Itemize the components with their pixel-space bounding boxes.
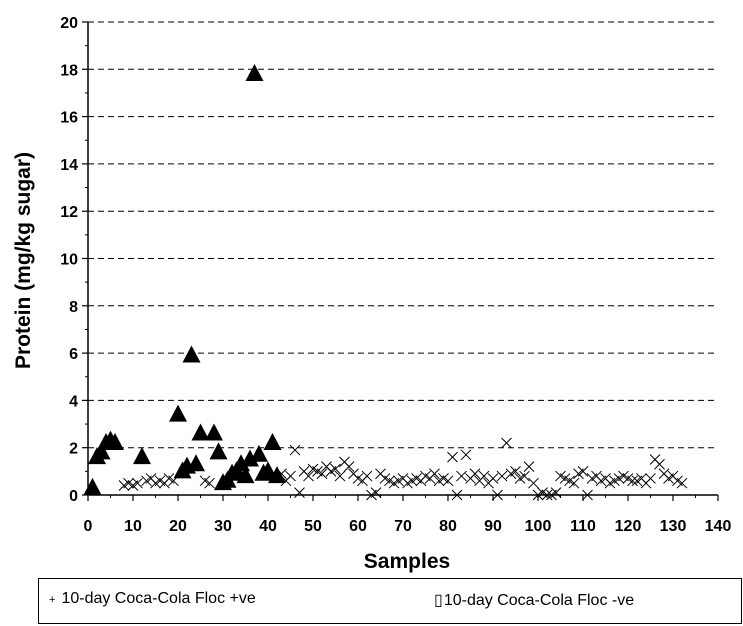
legend-symbol-plus: +: [49, 594, 56, 606]
x-tick-label: 70: [394, 518, 412, 535]
y-axis-title: Protein (mg/kg sugar): [12, 152, 35, 369]
x-tick-label: 110: [570, 518, 596, 535]
y-tick-label: 16: [60, 110, 78, 127]
point-floc-positive: [205, 423, 223, 441]
point-floc-negative: [519, 470, 530, 482]
legend: +10-day Coca-Cola Floc +ve ▯10-day Coca-…: [38, 578, 742, 624]
data-points: [83, 64, 688, 501]
point-floc-negative: [316, 468, 328, 480]
point-floc-positive: [209, 442, 228, 460]
point-floc-negative: [132, 477, 143, 489]
point-floc-negative: [447, 451, 458, 463]
point-floc-negative: [343, 461, 355, 472]
point-floc-negative: [523, 461, 535, 472]
point-floc-negative: [429, 468, 440, 480]
point-floc-negative: [550, 487, 562, 498]
point-floc-negative: [654, 458, 665, 470]
point-floc-negative: [285, 470, 296, 482]
x-tick-label: 140: [705, 518, 732, 535]
y-tick-label: 12: [60, 204, 78, 221]
x-tick-label: 120: [615, 518, 642, 535]
point-floc-positive: [241, 449, 259, 467]
point-floc-positive: [106, 432, 124, 450]
point-floc-positive: [182, 345, 201, 363]
point-floc-negative: [577, 465, 589, 477]
point-floc-negative: [456, 470, 467, 482]
x-tick-labels: 0 10 20 30 40 50 60 70 80 90 100 110 120 130 140: [84, 518, 732, 535]
y-tick-label: 10: [60, 252, 78, 269]
point-floc-negative: [361, 470, 373, 482]
point-floc-negative: [492, 489, 503, 501]
point-floc-positive: [133, 447, 151, 465]
x-tick-label: 90: [484, 518, 502, 535]
scatter-chart: 0 2 4 6 8 10 12 14 16 18 20 0 10 20 30 40 50 60 70 80 90 100…: [12, 15, 732, 573]
point-floc-positive: [236, 466, 255, 484]
x-tick-label: 10: [124, 518, 142, 535]
x-tick-label: 130: [660, 518, 687, 535]
point-floc-negative: [289, 444, 301, 456]
point-floc-negative: [487, 473, 499, 484]
x-tick-label: 100: [525, 518, 552, 535]
point-floc-negative: [442, 475, 454, 487]
y-tick-label: 0: [69, 488, 78, 505]
point-floc-negative: [528, 477, 539, 489]
x-tick-label: 0: [84, 518, 93, 535]
point-floc-negative: [294, 487, 305, 498]
y-tick-label: 4: [69, 393, 78, 410]
point-floc-positive: [92, 442, 111, 460]
point-floc-negative: [451, 489, 463, 501]
x-tick-label: 80: [439, 518, 457, 535]
point-floc-negative: [676, 477, 688, 489]
x-tick-label: 50: [304, 518, 322, 535]
point-floc-positive: [169, 404, 187, 422]
x-axis-title: Samples: [364, 550, 450, 573]
point-floc-positive: [83, 477, 102, 495]
point-floc-positive: [250, 444, 268, 462]
y-tick-labels: 0 2 4 6 8 10 12 14 16 18 20: [60, 15, 78, 505]
point-floc-negative: [168, 475, 179, 487]
legend-label-floc-positive: 10-day Coca-Cola Floc +ve: [61, 590, 256, 607]
point-floc-negative: [276, 468, 287, 480]
y-tick-label: 8: [69, 299, 78, 316]
point-floc-positive: [268, 466, 286, 484]
x-tick-label: 40: [259, 518, 277, 535]
y-tick-label: 20: [60, 15, 78, 32]
x-tick-label: 20: [169, 518, 187, 535]
point-floc-negative: [582, 489, 593, 501]
point-floc-negative: [510, 465, 521, 477]
point-floc-negative: [460, 449, 472, 461]
point-floc-negative: [478, 470, 490, 482]
point-floc-negative: [501, 437, 512, 449]
legend-symbol-box: ▯: [434, 592, 443, 609]
point-floc-negative: [303, 470, 314, 482]
point-floc-negative: [330, 463, 341, 475]
point-floc-negative: [204, 477, 215, 489]
x-tick-label: 30: [214, 518, 232, 535]
point-floc-positive: [191, 423, 210, 441]
point-floc-positive: [259, 461, 277, 479]
point-floc-positive: [187, 454, 205, 472]
y-tick-label: 14: [60, 157, 78, 174]
point-floc-positive: [245, 64, 264, 82]
legend-label-floc-negative: 10-day Coca-Cola Floc -ve: [443, 592, 635, 609]
point-floc-negative: [568, 477, 580, 489]
y-tick-label: 18: [60, 62, 78, 79]
legend-entry-floc-positive: +10-day Coca-Cola Floc +ve: [49, 590, 256, 608]
y-tick-label: 2: [69, 441, 78, 458]
point-floc-negative: [334, 470, 346, 482]
point-floc-negative: [645, 473, 656, 484]
x-tick-label: 60: [349, 518, 367, 535]
axes: [82, 21, 719, 501]
point-floc-negative: [370, 487, 382, 498]
gridlines: [88, 21, 718, 449]
point-floc-positive: [263, 432, 282, 450]
legend-entry-floc-negative: ▯10-day Coca-Cola Floc -ve: [434, 590, 634, 610]
y-tick-label: 6: [69, 346, 78, 363]
point-floc-negative: [469, 468, 481, 480]
point-floc-negative: [541, 489, 553, 501]
point-floc-negative: [496, 470, 508, 482]
point-floc-negative: [627, 475, 638, 487]
